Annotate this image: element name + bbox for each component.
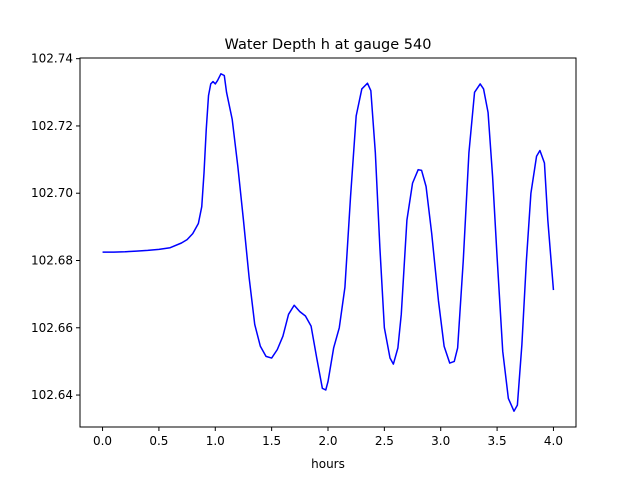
x-tick-label: 1.5: [262, 434, 281, 448]
y-tick-label: 102.72: [31, 119, 73, 133]
axes-frame: [79, 57, 577, 428]
x-axis-label: hours: [311, 457, 345, 471]
y-tick-label: 102.64: [31, 388, 73, 402]
x-tick-label: 3.0: [431, 434, 450, 448]
x-tick-label: 4.0: [544, 434, 563, 448]
y-tick-label: 102.74: [31, 52, 73, 66]
x-tick-label: 2.5: [375, 434, 394, 448]
series-line-0: [102, 73, 555, 412]
y-tick-label: 102.66: [31, 321, 73, 335]
y-tick-label: 102.70: [31, 186, 73, 200]
chart-title: Water Depth h at gauge 540: [225, 37, 432, 53]
plot-area: [102, 73, 555, 412]
x-tick-label: 3.5: [488, 434, 507, 448]
x-axis-ticks: 0.0 0.5 1.0 1.5 2.0 2.5 3.0 3.5 4.0: [93, 427, 563, 448]
x-tick-label: 0.5: [149, 434, 168, 448]
x-tick-label: 0.0: [93, 434, 112, 448]
y-tick-label: 102.68: [31, 253, 73, 267]
x-tick-label: 1.0: [206, 434, 225, 448]
y-axis-ticks: 102.64 102.66 102.68 102.70 102.72 102.74: [31, 52, 80, 402]
x-tick-label: 2.0: [318, 434, 337, 448]
